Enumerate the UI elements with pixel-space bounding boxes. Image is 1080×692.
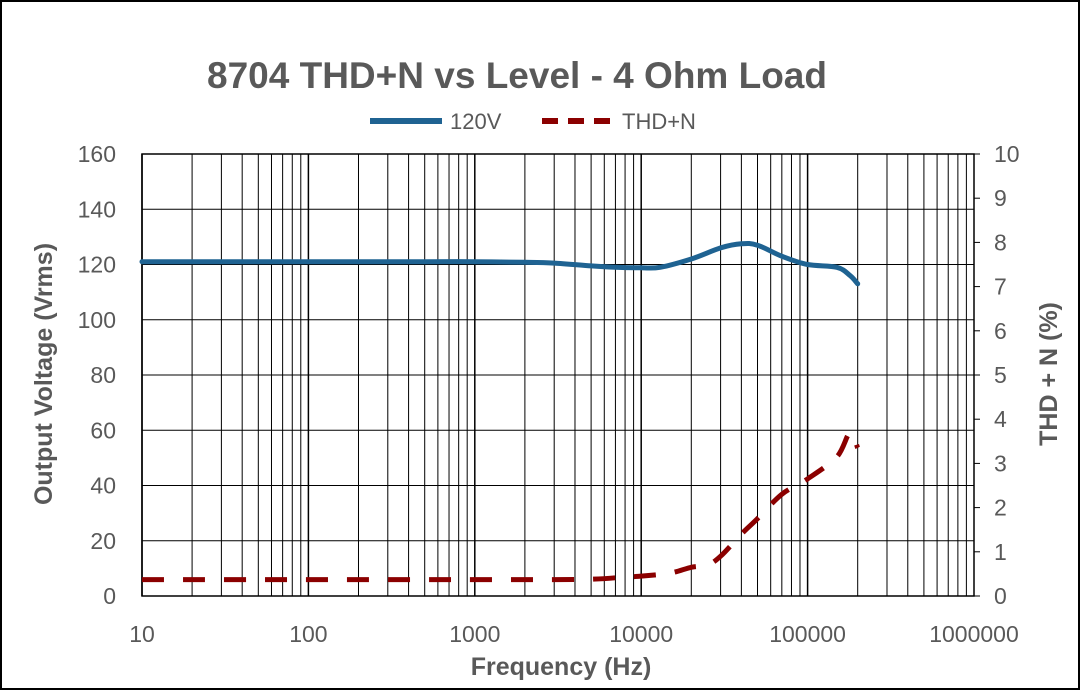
y2-tick-label: 6 <box>994 318 1007 344</box>
y2-tick-label: 10 <box>994 141 1020 167</box>
x-tick-label: 100 <box>289 621 327 647</box>
y2-tick-label: 8 <box>994 229 1007 255</box>
y2-tick-label: 3 <box>994 450 1007 476</box>
y-tick-label: 20 <box>90 528 116 554</box>
y2-tick-label: 0 <box>994 583 1007 609</box>
series-layer <box>139 240 861 583</box>
y-tick-label: 0 <box>103 583 116 609</box>
y2-axis-title: THD + N (%) <box>1035 302 1063 446</box>
x-tick-label: 10 <box>129 621 155 647</box>
y2-tick-label: 7 <box>994 274 1007 300</box>
legend-label-120v: 120V <box>450 109 502 134</box>
legend: 120V THD+N <box>370 109 696 134</box>
axes <box>141 153 980 597</box>
x-tick-label: 10000 <box>609 621 673 647</box>
y-tick-label: 140 <box>78 196 116 222</box>
legend-label-thdn: THD+N <box>622 109 696 134</box>
grid <box>141 153 974 597</box>
y2-tick-label: 1 <box>994 539 1007 565</box>
tick-labels: 10 100 1000 10000 100000 10000000204060801001… <box>78 141 1020 647</box>
y-tick-label: 120 <box>78 252 116 278</box>
y2-tick-label: 5 <box>994 362 1007 388</box>
y2-tick-label: 4 <box>994 406 1007 432</box>
y-axis-title: Output Voltage (Vrms) <box>30 243 58 505</box>
y2-tick-label: 2 <box>994 495 1007 521</box>
y-tick-label: 60 <box>90 417 116 443</box>
y2-tick-label: 9 <box>994 185 1007 211</box>
y-tick-label: 40 <box>90 473 116 499</box>
y-tick-label: 100 <box>78 307 116 333</box>
chart-title: 8704 THD+N vs Level - 4 Ohm Load <box>207 55 827 96</box>
y-tick-label: 160 <box>78 141 116 167</box>
series-line-120v <box>139 240 861 287</box>
series-line-thdn <box>142 430 861 583</box>
x-tick-label: 100000 <box>769 621 846 647</box>
x-tick-label: 1000 <box>449 621 500 647</box>
y-tick-label: 80 <box>90 362 116 388</box>
x-tick-label: 1000000 <box>929 621 1019 647</box>
x-axis-title: Frequency (Hz) <box>471 653 652 681</box>
